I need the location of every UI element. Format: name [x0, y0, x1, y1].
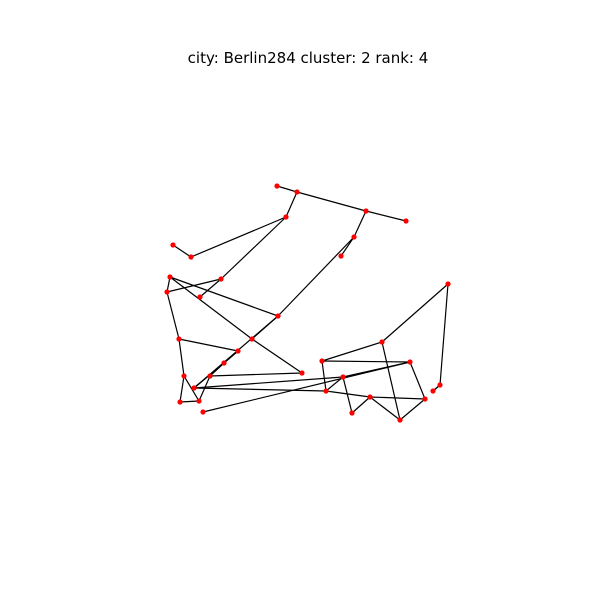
graph-edge: [179, 400, 200, 403]
graph-edge: [365, 210, 407, 222]
graph-node: [407, 359, 413, 365]
graph-edge: [325, 390, 371, 398]
graph-edge: [220, 216, 287, 280]
graph-edge: [381, 283, 449, 343]
graph-node: [445, 281, 451, 287]
graph-edge: [321, 341, 383, 362]
graph-node: [164, 289, 170, 295]
graph-node: [207, 373, 213, 379]
graph-node: [188, 254, 194, 260]
graph-node: [176, 336, 182, 342]
graph-edge: [369, 396, 401, 421]
graph-node: [340, 374, 346, 380]
graph-node: [349, 410, 355, 416]
graph-nodes: [164, 183, 451, 423]
graph-node: [200, 409, 206, 415]
graph-node: [323, 388, 329, 394]
graph-edge: [193, 387, 327, 392]
graph-node: [249, 336, 255, 342]
graph-node: [299, 370, 305, 376]
graph-node: [367, 394, 373, 400]
graph-node: [191, 385, 197, 391]
graph-node: [437, 382, 443, 388]
graph-edge: [169, 276, 279, 317]
graph-node: [167, 274, 173, 280]
graph-node: [379, 339, 385, 345]
graph-edge: [409, 361, 426, 400]
graph-node: [274, 183, 280, 189]
graph-edge: [342, 361, 411, 378]
graph-edges: [166, 185, 449, 421]
graph-edge: [277, 236, 355, 317]
graph-edge: [193, 376, 344, 389]
graph-edge: [296, 191, 367, 212]
graph-edge: [179, 375, 185, 403]
graph-node: [422, 396, 428, 402]
graph-node: [170, 242, 176, 248]
graph-node: [181, 373, 187, 379]
graph-edge: [199, 278, 222, 298]
graph-edge: [351, 396, 371, 414]
graph-edge: [169, 276, 253, 340]
graph-node: [363, 208, 369, 214]
graph-node: [338, 253, 344, 259]
graph-edge: [178, 338, 185, 377]
graph-node: [430, 388, 436, 394]
graph-edge: [381, 341, 401, 421]
graph-edge: [353, 210, 367, 238]
graph-edge: [285, 191, 298, 218]
graph-node: [283, 214, 289, 220]
graph-node: [235, 348, 241, 354]
graph-node: [403, 218, 409, 224]
graph-node: [319, 358, 325, 364]
graph-node: [218, 276, 224, 282]
graph-node: [351, 234, 357, 240]
graph-edge: [369, 396, 426, 400]
graph-node: [221, 360, 227, 366]
graph-edge: [321, 360, 411, 363]
graph-edge: [166, 291, 180, 340]
graph-edge: [342, 376, 353, 414]
graph-edge: [178, 338, 239, 352]
graph-node: [275, 313, 281, 319]
graph-edge: [209, 372, 303, 377]
figure-title: city: Berlin284 cluster: 2 rank: 4: [187, 49, 429, 67]
graph-edge: [190, 216, 287, 258]
graph-node: [196, 398, 202, 404]
graph-edge: [251, 338, 303, 374]
graph-edge: [321, 360, 327, 392]
graph-edge: [399, 398, 426, 421]
graph-edge: [340, 236, 355, 257]
graph-node: [197, 294, 203, 300]
graph-edge: [439, 283, 449, 386]
graph-edge: [276, 185, 298, 193]
graph-edge: [172, 244, 192, 258]
graph-node: [177, 399, 183, 405]
graph-node: [397, 417, 403, 423]
graph-node: [294, 189, 300, 195]
